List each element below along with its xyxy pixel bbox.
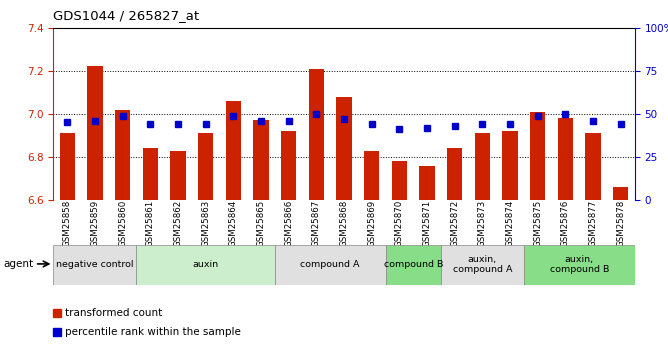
Bar bbox=[143, 148, 158, 200]
Text: GSM25863: GSM25863 bbox=[201, 200, 210, 247]
Text: GSM25864: GSM25864 bbox=[229, 200, 238, 247]
Text: GSM25859: GSM25859 bbox=[90, 200, 100, 247]
Text: compound B: compound B bbox=[383, 260, 443, 269]
Text: GSM25865: GSM25865 bbox=[257, 200, 265, 247]
Bar bbox=[136, 245, 275, 285]
Bar bbox=[275, 245, 385, 285]
Bar bbox=[502, 131, 518, 200]
Text: compound A: compound A bbox=[301, 260, 360, 269]
Bar bbox=[558, 118, 573, 200]
Text: GSM25858: GSM25858 bbox=[63, 200, 71, 247]
Bar bbox=[59, 133, 75, 200]
Text: auxin,
compound B: auxin, compound B bbox=[550, 255, 609, 275]
Bar bbox=[475, 133, 490, 200]
Bar bbox=[88, 67, 103, 200]
Text: GSM25878: GSM25878 bbox=[617, 200, 625, 247]
Text: GSM25874: GSM25874 bbox=[506, 200, 514, 247]
Text: GSM25875: GSM25875 bbox=[533, 200, 542, 247]
Text: GSM25866: GSM25866 bbox=[284, 200, 293, 247]
Text: GSM25860: GSM25860 bbox=[118, 200, 127, 247]
Bar bbox=[364, 150, 379, 200]
Text: GSM25872: GSM25872 bbox=[450, 200, 459, 247]
Bar bbox=[253, 120, 269, 200]
Text: auxin: auxin bbox=[192, 260, 218, 269]
Text: GSM25870: GSM25870 bbox=[395, 200, 404, 247]
Bar bbox=[441, 245, 524, 285]
Bar bbox=[226, 101, 241, 200]
Text: GSM25867: GSM25867 bbox=[312, 200, 321, 247]
Bar bbox=[198, 133, 213, 200]
Text: percentile rank within the sample: percentile rank within the sample bbox=[65, 327, 240, 337]
Text: transformed count: transformed count bbox=[65, 308, 162, 318]
Text: GSM25861: GSM25861 bbox=[146, 200, 155, 247]
Bar bbox=[281, 131, 297, 200]
Text: GSM25868: GSM25868 bbox=[339, 200, 349, 247]
Text: GSM25869: GSM25869 bbox=[367, 200, 376, 247]
Text: GSM25873: GSM25873 bbox=[478, 200, 487, 247]
Bar bbox=[170, 150, 186, 200]
Bar bbox=[447, 148, 462, 200]
Text: GSM25862: GSM25862 bbox=[174, 200, 182, 247]
Bar bbox=[613, 187, 629, 200]
Text: GSM25877: GSM25877 bbox=[589, 200, 598, 247]
Bar bbox=[391, 161, 407, 200]
Bar bbox=[53, 245, 136, 285]
Bar bbox=[420, 166, 435, 200]
Text: GDS1044 / 265827_at: GDS1044 / 265827_at bbox=[53, 9, 200, 22]
Bar bbox=[385, 245, 441, 285]
Text: negative control: negative control bbox=[56, 260, 134, 269]
Text: agent: agent bbox=[3, 259, 33, 269]
Bar bbox=[309, 69, 324, 200]
Bar bbox=[337, 97, 351, 200]
Bar bbox=[530, 112, 545, 200]
Bar bbox=[524, 245, 635, 285]
Bar bbox=[585, 133, 601, 200]
Bar bbox=[115, 110, 130, 200]
Text: auxin,
compound A: auxin, compound A bbox=[453, 255, 512, 275]
Text: GSM25876: GSM25876 bbox=[561, 200, 570, 247]
Text: GSM25871: GSM25871 bbox=[423, 200, 432, 247]
